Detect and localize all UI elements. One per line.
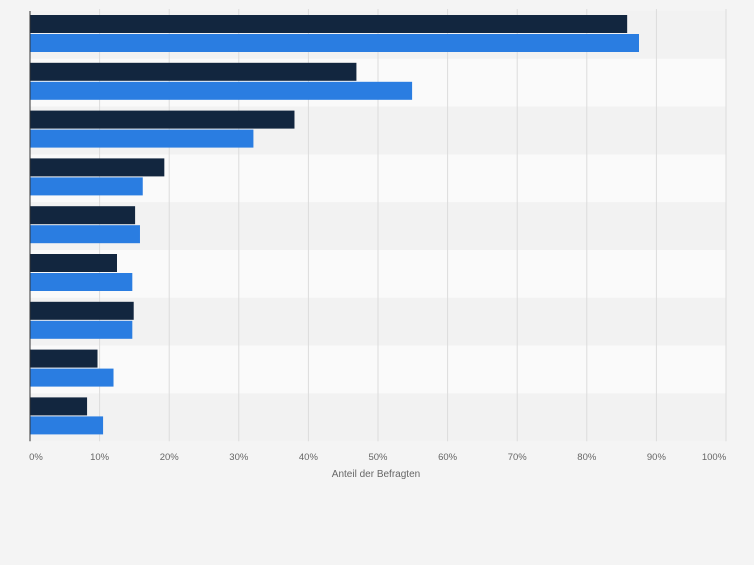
bar-series-1 [30,206,136,225]
bar-series-2 [30,225,140,244]
gridlines [99,9,727,442]
bar-series-2 [30,273,133,291]
x-tick-label: 0% [29,452,43,463]
x-tick-label: 50% [368,452,388,463]
bar-series-1 [30,397,88,416]
x-tick-label: 20% [160,452,180,463]
x-tick-label: 40% [299,452,319,463]
x-tick-labels: 0% 10% 20% 30% 40% 50% 60% 70% 80% 90% 100% [29,452,727,463]
bar-series-2 [30,320,133,339]
bar-series-1 [30,15,628,33]
bar-series-2 [30,177,143,196]
bar-series-1 [30,62,357,81]
x-tick-label: 30% [229,452,249,463]
bar-series-2 [30,81,413,100]
bars [30,15,639,435]
x-tick-label: 70% [508,452,528,463]
bar-series-1 [30,254,117,272]
x-tick-label: 60% [438,452,458,463]
x-tick-label: 100% [702,452,727,463]
x-axis-title: Anteil der Befragten [332,469,420,480]
bar-series-1 [30,158,165,177]
bar-series-2 [30,416,104,435]
bar-series-2 [30,368,114,387]
bar-series-2 [30,129,254,148]
bar-series-2 [30,34,639,52]
bar-series-1 [30,349,98,368]
x-tick-label: 90% [647,452,667,463]
bar-series-1 [30,110,295,129]
x-tick-label: 10% [90,452,110,463]
x-tick-label: 80% [577,452,597,463]
bar-series-1 [30,301,134,320]
